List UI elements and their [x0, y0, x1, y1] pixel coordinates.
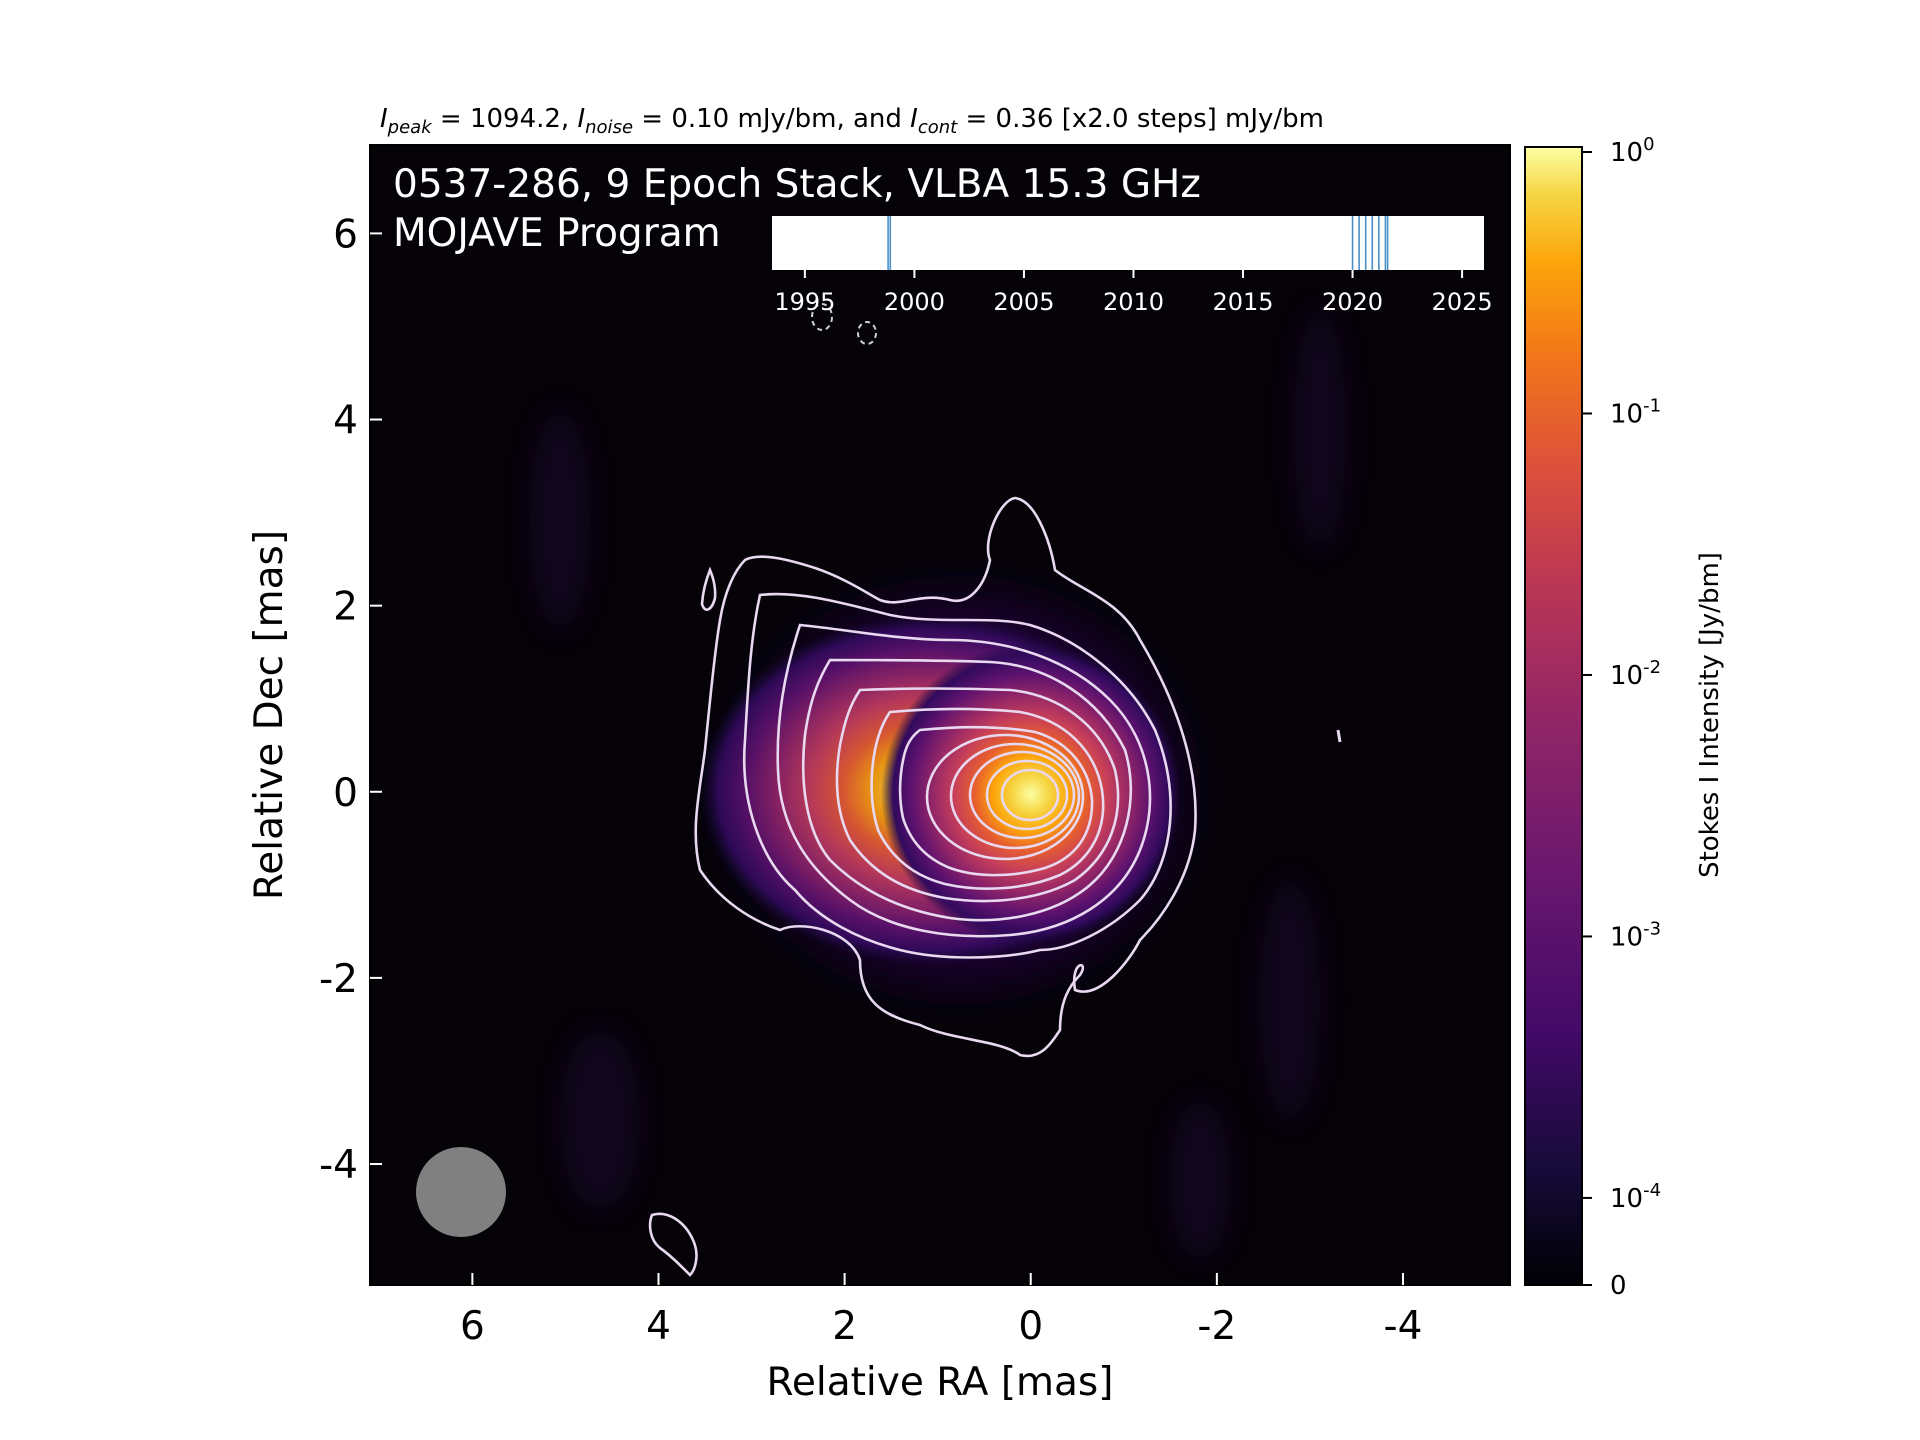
chart-title: Ipeak = 1094.2, Inoise = 0.10 mJy/bm, an… [380, 104, 1324, 138]
contours [648, 496, 1342, 1277]
beam-ellipse [416, 1147, 506, 1237]
colorbar-label: Stokes I Intensity [Jy/bm] [1695, 552, 1725, 878]
x-tick-label: 0 [1018, 1304, 1043, 1349]
colorbar-tick-label: 0 [1610, 1271, 1627, 1301]
x-tick-label: 4 [646, 1304, 671, 1349]
y-tick-label: -4 [319, 1143, 358, 1188]
epoch-tick-label: 2025 [1432, 288, 1493, 316]
epoch-tick-label: 2020 [1322, 288, 1383, 316]
negative-contours [811, 303, 877, 345]
image-panel: 0537-286, 9 Epoch Stack, VLBA 15.3 GHz M… [370, 145, 1510, 1285]
colorbar-tick-label: 10-4 [1610, 1180, 1661, 1214]
epoch-tick-label: 2000 [884, 288, 945, 316]
overlay-title-line2: MOJAVE Program [393, 211, 721, 256]
contour-7 [898, 725, 1094, 877]
epoch-lines [887, 216, 1389, 270]
contour-11 [985, 759, 1069, 831]
y-axis-ticks: 6 4 2 0 -2 -4 [319, 212, 382, 1188]
contour-3 [776, 623, 1152, 938]
x-axis-label: Relative RA [mas] [767, 1360, 1114, 1405]
x-axis-ticks: 6 4 2 0 -2 -4 [460, 1273, 1422, 1349]
contour-5 [835, 687, 1120, 903]
y-tick-label: 0 [333, 771, 358, 816]
x-tick-label: 6 [460, 1304, 485, 1349]
image-frame [369, 144, 1511, 1286]
epoch-ticks: 1995 2000 2005 2010 2015 2020 2025 [774, 270, 1493, 316]
contour-island-1 [700, 566, 717, 611]
x-tick-label: 2 [832, 1304, 857, 1349]
contour-island-3 [1336, 729, 1342, 743]
y-tick-label: 4 [333, 399, 358, 444]
epoch-tick-label: 2015 [1212, 288, 1273, 316]
overlay-title-line1: 0537-286, 9 Epoch Stack, VLBA 15.3 GHz [393, 162, 1201, 207]
contour-8 [925, 733, 1085, 861]
x-tick-label: -2 [1197, 1304, 1236, 1349]
epoch-timeline-box [772, 216, 1484, 270]
y-tick-label: 6 [333, 212, 358, 257]
noise-streaks [530, 310, 1346, 1260]
colorbar-ticks: 100 10-1 10-2 10-3 10-4 0 [1582, 134, 1661, 1301]
colorbar-tick-label: 10-3 [1610, 918, 1661, 952]
contour-9 [949, 742, 1081, 850]
colorbar-tick-label: 10-1 [1610, 395, 1661, 429]
epoch-tick-label: 2010 [1103, 288, 1164, 316]
colorbar-tick-label: 10-2 [1610, 657, 1661, 691]
epoch-timeline: 1995 2000 2005 2010 2015 2020 2025 [772, 216, 1493, 316]
contour-6 [870, 707, 1105, 890]
contour-2 [743, 592, 1172, 959]
x-tick-label: -4 [1384, 1304, 1423, 1349]
negative-contour-2 [857, 321, 877, 345]
contour-12 [1000, 768, 1060, 822]
epoch-tick-label: 1995 [774, 288, 835, 316]
y-tick-label: 2 [333, 585, 358, 630]
epoch-tick-label: 2005 [993, 288, 1054, 316]
y-axis-label: Relative Dec [mas] [247, 530, 292, 900]
colorbar-tick-label: 100 [1610, 134, 1655, 168]
negative-contour-1 [811, 303, 833, 331]
contour-1 [694, 496, 1197, 1058]
contour-10 [968, 750, 1076, 840]
y-tick-label: -2 [319, 957, 358, 1002]
colorbar-gradient [1524, 146, 1583, 1286]
colorbar: 100 10-1 10-2 10-3 10-4 0 Stokes I Intensity … [1524, 134, 1725, 1301]
contour-island-2 [648, 1212, 698, 1277]
contour-4 [801, 658, 1133, 922]
